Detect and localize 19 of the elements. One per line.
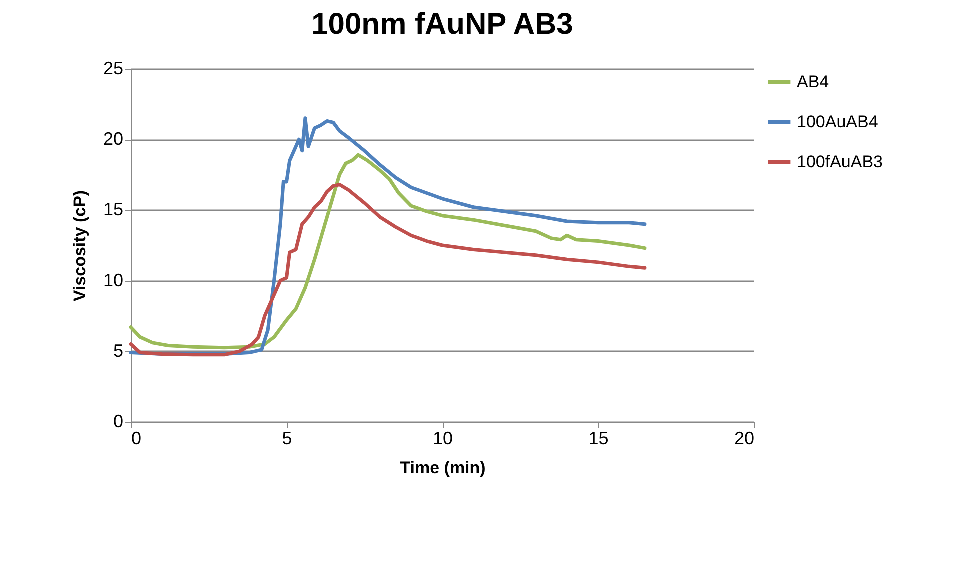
x-tick-label: 5 [282, 428, 292, 448]
x-tick-label: 15 [588, 428, 609, 448]
y-axis-title: Viscosity (cP) [70, 190, 90, 302]
y-tick-label: 0 [113, 412, 124, 432]
y-tick-label: 5 [113, 340, 124, 361]
x-axis-title: Time (min) [400, 458, 486, 478]
legend-label: AB4 [797, 72, 830, 92]
x-tick-label: 10 [432, 428, 454, 448]
y-tick-label: 15 [103, 200, 124, 220]
legend-label: 100AuAB4 [797, 112, 878, 132]
legend-label: 100fAuAB3 [797, 152, 884, 172]
y-tick-label: 20 [103, 129, 124, 150]
y-tick-label: 25 [103, 58, 124, 78]
line-series [129, 183, 647, 357]
x-tick-label: 0 [132, 428, 142, 448]
chart-title: 100nm fAuNP AB3 [312, 8, 574, 41]
y-tick-label: 10 [103, 270, 124, 290]
x-tick-label: 20 [734, 428, 754, 448]
line-series [129, 153, 647, 350]
